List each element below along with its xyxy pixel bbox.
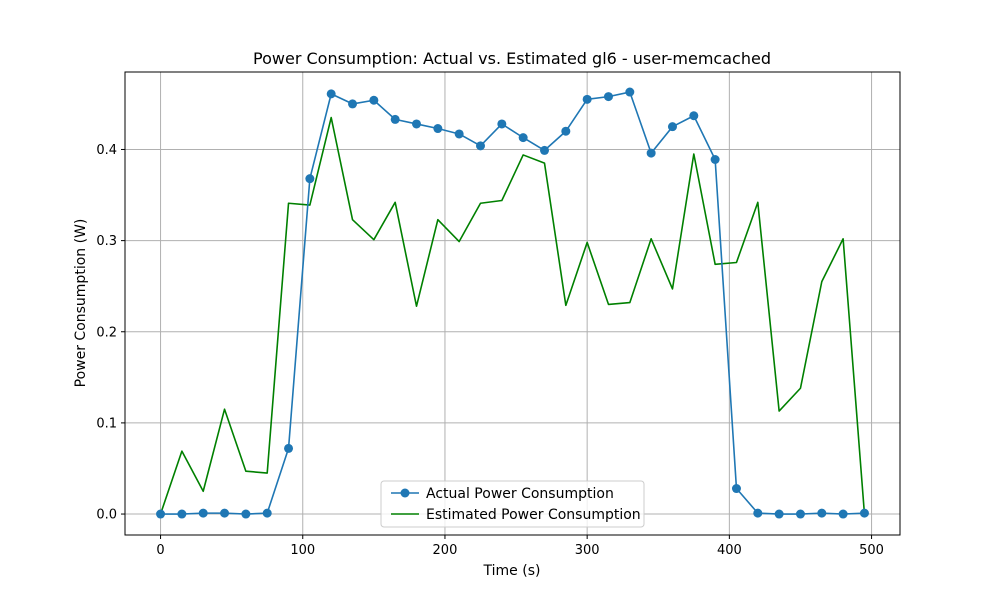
plot-frame [124, 71, 901, 536]
actual-data-point [326, 89, 336, 99]
actual-data-point [348, 99, 358, 109]
actual-data-point [795, 509, 805, 519]
y-tick-label: 0.3 [96, 234, 117, 249]
x-tick-label: 500 [859, 543, 884, 558]
x-tick-label: 0 [156, 543, 164, 558]
legend-box [380, 480, 645, 528]
actual-data-point [817, 508, 827, 518]
actual-data-point [774, 509, 784, 519]
actual-data-point [284, 443, 294, 453]
actual-data-point [710, 154, 720, 164]
actual-data-point [177, 509, 187, 519]
legend-actual-marker [400, 488, 410, 498]
legend-estimated-label: Estimated Power Consumption [426, 507, 641, 523]
actual-data-point [753, 508, 763, 518]
x-tick-label: 400 [717, 543, 742, 558]
x-tick-label: 200 [433, 543, 458, 558]
actual-data-point [262, 508, 272, 518]
actual-data-point [689, 111, 699, 121]
actual-data-point [454, 129, 464, 139]
series-group [156, 87, 869, 519]
actual-data-point [433, 124, 443, 134]
actual-data-point [518, 133, 528, 143]
actual-data-point [476, 141, 486, 151]
x-tick-label: 100 [290, 543, 315, 558]
legend-actual-label: Actual Power Consumption [426, 486, 614, 502]
plot-area [125, 72, 900, 535]
actual-data-point [625, 87, 635, 97]
ticks: 0 100 200 300 400 500 0.0 0.1 0.2 0.3 0.4 [96, 143, 884, 558]
y-tick-label: 0.2 [96, 325, 117, 340]
actual-data-point [603, 92, 613, 102]
actual-data-point [156, 509, 166, 519]
actual-data-point [390, 114, 400, 124]
actual-data-point [497, 119, 507, 129]
x-axis-label: Time (s) [483, 563, 541, 579]
actual-data-point [646, 148, 656, 158]
actual-data-point [582, 94, 592, 104]
legend: Actual Power Consumption Estimated Power… [380, 480, 645, 528]
y-tick-label: 0.4 [96, 143, 117, 158]
y-tick-label: 0.1 [96, 416, 117, 431]
actual-data-point [667, 122, 677, 132]
y-axis-label: Power Consumption (W) [73, 219, 89, 388]
actual-data-point [198, 508, 208, 518]
actual-data-point [539, 145, 549, 155]
x-tick-label: 300 [575, 543, 600, 558]
estimated-series-line [159, 116, 866, 515]
actual-data-point [220, 508, 230, 518]
actual-data-point [369, 95, 379, 105]
actual-data-point [412, 119, 422, 129]
actual-data-point [838, 509, 848, 519]
actual-data-point [859, 508, 869, 518]
actual-data-point [241, 509, 251, 519]
actual-data-point [305, 174, 315, 184]
chart-title: Power Consumption: Actual vs. Estimated … [253, 49, 771, 68]
actual-series-line [160, 91, 865, 515]
actual-data-point [561, 126, 571, 136]
y-tick-label: 0.0 [96, 508, 117, 523]
actual-data-point [731, 484, 741, 494]
